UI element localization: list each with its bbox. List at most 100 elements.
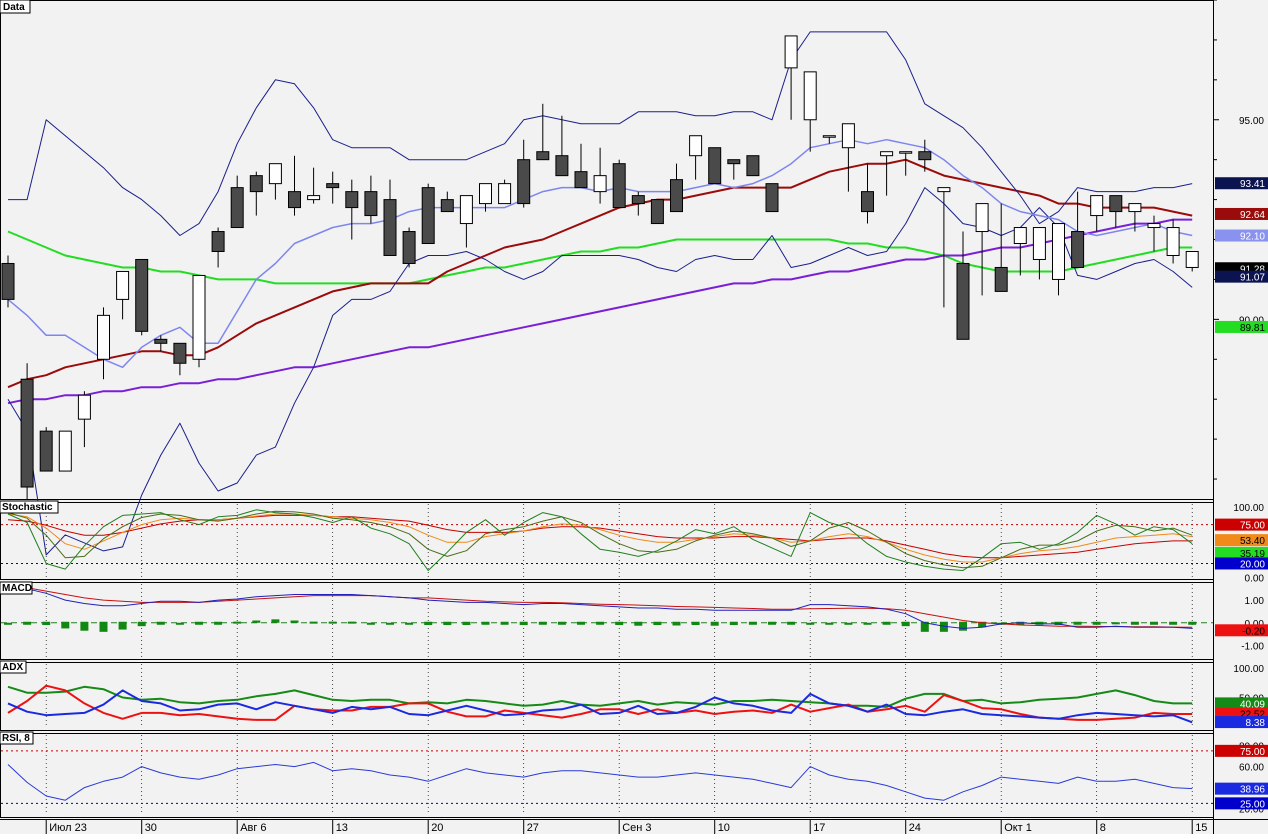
macd-histogram-bar (1150, 621, 1158, 625)
macd-histogram-bar (118, 621, 127, 630)
x-tick-label: 15 (1195, 822, 1207, 834)
macd-histogram-bar (1169, 621, 1178, 625)
macd-histogram-bar (366, 622, 375, 625)
macd-histogram-bar (1035, 621, 1044, 625)
candle-body (765, 183, 779, 213)
adx-panel-title: ADX (2, 662, 23, 673)
candle-body (39, 430, 53, 472)
macd-histogram-bar (156, 621, 165, 625)
x-tick-label: 30 (145, 822, 157, 834)
macd-histogram-bar (42, 621, 51, 626)
candle-body (1166, 227, 1180, 256)
candle-body (1052, 223, 1065, 280)
macd-histogram-bar (710, 621, 719, 626)
macd-histogram-bar (787, 621, 796, 625)
candle-body (994, 266, 1008, 292)
candle-body (861, 191, 874, 213)
macd-histogram-bar (175, 622, 184, 625)
rsi-axis-label: 20.00 (1239, 805, 1264, 816)
value-badge-label: 91.07 (1240, 273, 1265, 284)
value-badge (1215, 518, 1268, 531)
candle-body (956, 262, 970, 340)
candle-body (192, 274, 206, 360)
x-tick-label: Июл 23 (49, 822, 87, 834)
macd-histogram-bar (1054, 621, 1063, 626)
stochastic-axis-label: 0.00 (1245, 574, 1265, 585)
rsi-title-box (0, 731, 34, 745)
stochastic-panel-title: Stochastic (2, 502, 53, 513)
candle-body (421, 187, 435, 245)
rsi-axis-label: 60.00 (1239, 763, 1264, 774)
candle-body (670, 179, 683, 213)
price-title-box (0, 0, 31, 14)
candle-body (1, 262, 15, 300)
ma-mid-line (7, 218, 1193, 405)
value-badge-label: 92.64 (1240, 210, 1265, 221)
stochastic-d-line (7, 510, 1193, 569)
x-tick-label: Сен 3 (622, 822, 651, 834)
value-badge (1215, 534, 1268, 547)
macd-histogram-bar (214, 621, 223, 625)
candle-body (1013, 227, 1027, 245)
candle-body (708, 147, 722, 185)
macd-histogram-bar (691, 621, 700, 626)
candle-body (383, 199, 397, 256)
macd-histogram-bar (424, 621, 433, 626)
candle-body (918, 151, 932, 161)
value-badge-label: 40.09 (1240, 699, 1265, 710)
candle-body (822, 135, 836, 138)
value-badge-label: 35.19 (1240, 549, 1265, 560)
candle-body (173, 342, 187, 364)
stochastic-k-line (7, 509, 1193, 571)
macd-histogram-bar (596, 621, 605, 625)
candle-body (880, 151, 894, 157)
macd-histogram-bar (959, 621, 967, 631)
candle-body (402, 231, 416, 264)
macd-histogram-bar (920, 621, 929, 632)
candle-body (1185, 250, 1199, 268)
candle-body (135, 258, 149, 332)
macd-axis-label: -1.00 (1241, 641, 1264, 652)
x-tick-label: Авг 6 (240, 822, 266, 834)
macd-histogram-bar (4, 622, 12, 625)
candle-body (574, 171, 588, 189)
macd-histogram-bar (939, 621, 948, 632)
value-badge-label: 38.96 (1240, 785, 1265, 796)
candle-body (803, 71, 817, 121)
macd-histogram-bar (538, 621, 547, 625)
macd-histogram-bar (615, 621, 624, 626)
candle-body (689, 135, 703, 157)
candle-body (1147, 223, 1161, 229)
candle-body (1128, 203, 1142, 213)
adx-title-box (0, 660, 27, 674)
macd-histogram-bar (806, 622, 815, 625)
candle-body (1032, 227, 1046, 260)
candle-body (288, 191, 301, 209)
indicator-lines (1, 509, 1213, 804)
bollinger-upper-line (8, 31, 1193, 236)
value-badge (1215, 716, 1268, 729)
value-badge (1215, 557, 1268, 570)
candle-body (1071, 231, 1085, 268)
value-badge (1215, 177, 1268, 190)
macd-histogram-bar (1111, 622, 1120, 625)
macd-histogram-bar (405, 622, 414, 625)
macd-histogram-bar (863, 622, 872, 625)
macd-histogram-bar (653, 621, 662, 626)
candle-body (593, 175, 607, 193)
candle-body (77, 394, 91, 420)
macd-histogram-bar (61, 621, 70, 629)
value-badge-label: 8.38 (1246, 718, 1266, 729)
candle-body (1090, 195, 1104, 217)
candle-body (307, 195, 321, 201)
candle-body (631, 195, 645, 205)
candle-body (746, 155, 760, 177)
macd-histogram-bar (748, 621, 757, 625)
macd-histogram-bar (309, 621, 318, 624)
candlesticks (1, 35, 1199, 499)
candle-body (498, 183, 512, 205)
adx-plus-di-line (7, 689, 1193, 724)
value-badge-label: 89.81 (1240, 323, 1265, 334)
price-tick-label: 90.00 (1239, 315, 1264, 326)
